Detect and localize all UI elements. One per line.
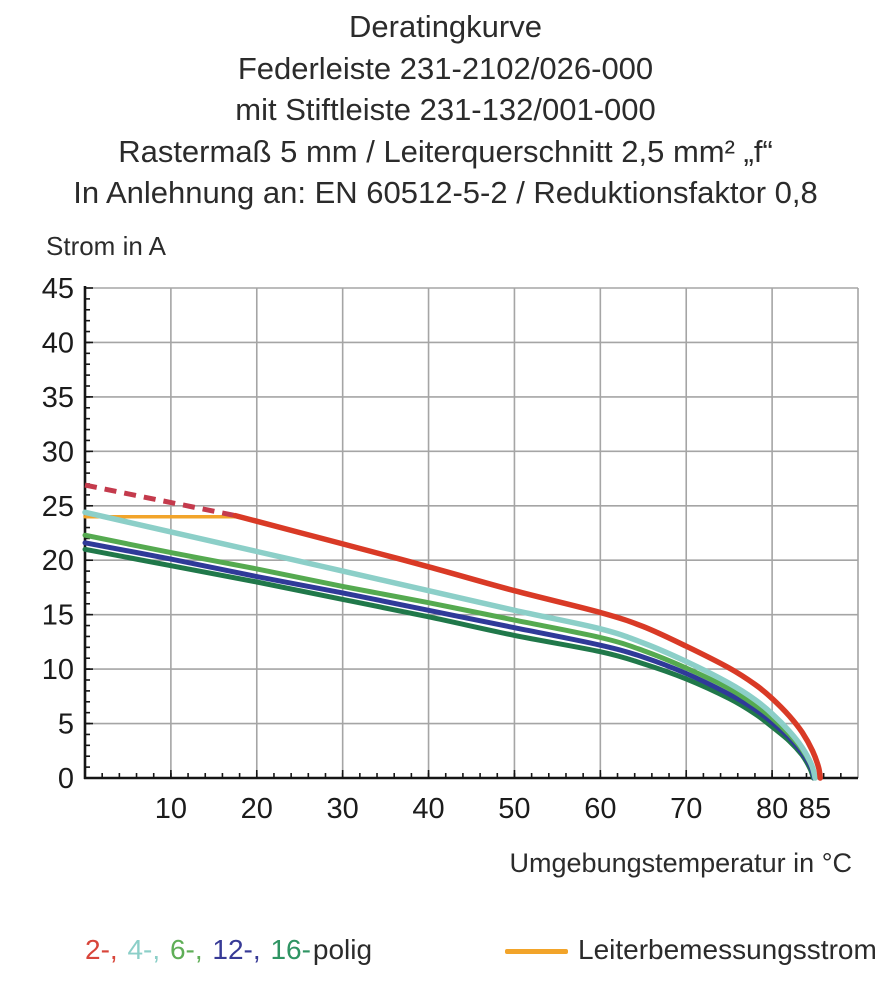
legend-item-16-polig: 16-: [270, 934, 311, 965]
y-tick-label: 20: [42, 545, 74, 577]
legend-item-6-polig: 6-,: [169, 934, 211, 965]
y-tick-label: 40: [42, 327, 74, 359]
y-tick-label: 5: [58, 709, 74, 741]
axes: [83, 286, 858, 780]
rated-current-label: Leiterbemessungsstrom: [578, 934, 877, 965]
x-tick-label: 10: [155, 793, 187, 825]
x-tick-label: 85: [799, 793, 831, 825]
y-tick-label: 10: [42, 654, 74, 686]
x-tick-label: 70: [670, 793, 702, 825]
legend-suffix: polig: [312, 934, 373, 965]
series-2-polig-projection: [84, 482, 236, 519]
title-line-4: Rastermaß 5 mm / Leiterquerschnitt 2,5 m…: [118, 133, 773, 169]
y-tick-label: 25: [42, 491, 74, 523]
axis-ticks: [85, 287, 842, 779]
legend-item-2-polig: 2-,: [85, 934, 126, 965]
x-axis-title: Umgebungstemperatur in °C: [510, 848, 852, 878]
y-axis-title: Strom in A: [46, 231, 166, 261]
title-line-5: In Anlehnung an: EN 60512-5-2 / Reduktio…: [73, 175, 818, 210]
legend-item-12-polig: 12-,: [212, 934, 269, 965]
x-tick-label: 30: [327, 793, 359, 825]
y-tick-label: 30: [42, 436, 74, 468]
y-tick-label: 0: [58, 763, 74, 795]
title-line-1: Deratingkurve: [349, 9, 542, 44]
rated-current-line-swatch: [505, 949, 568, 954]
title-line-2: Federleiste 231-2102/026-000: [237, 50, 654, 86]
y-tick-label: 15: [42, 600, 74, 632]
y-tick-label: 45: [42, 273, 74, 305]
x-tick-label: 80: [756, 793, 788, 825]
chart-title-block: Deratingkurve Federleiste 231-2102/026-0…: [0, 6, 891, 214]
tick-labels: 0 5 10 15 20 25 30 35 40 45 10 20 30 40 50 60 70 80 85: [42, 273, 831, 825]
x-tick-label: 50: [498, 793, 530, 825]
legend-row: 2-, 4-, 6-, 12-, 16-polig Leiterbemessun…: [0, 928, 891, 974]
legend-item-4-polig: 4-,: [127, 934, 168, 965]
title-line-3: mit Stiftleiste 231-132/001-000: [235, 92, 656, 127]
x-tick-label: 40: [412, 793, 444, 825]
series-16-polig: [82, 546, 816, 781]
y-tick-label: 35: [42, 382, 74, 414]
series-4-polig: [82, 509, 818, 781]
series-12-polig: [82, 540, 817, 781]
legend-pole-counts: 2-, 4-, 6-, 12-, 16-polig: [85, 934, 372, 966]
x-tick-label: 60: [584, 793, 616, 825]
series-2-polig: [232, 512, 823, 781]
x-tick-label: 20: [241, 793, 273, 825]
